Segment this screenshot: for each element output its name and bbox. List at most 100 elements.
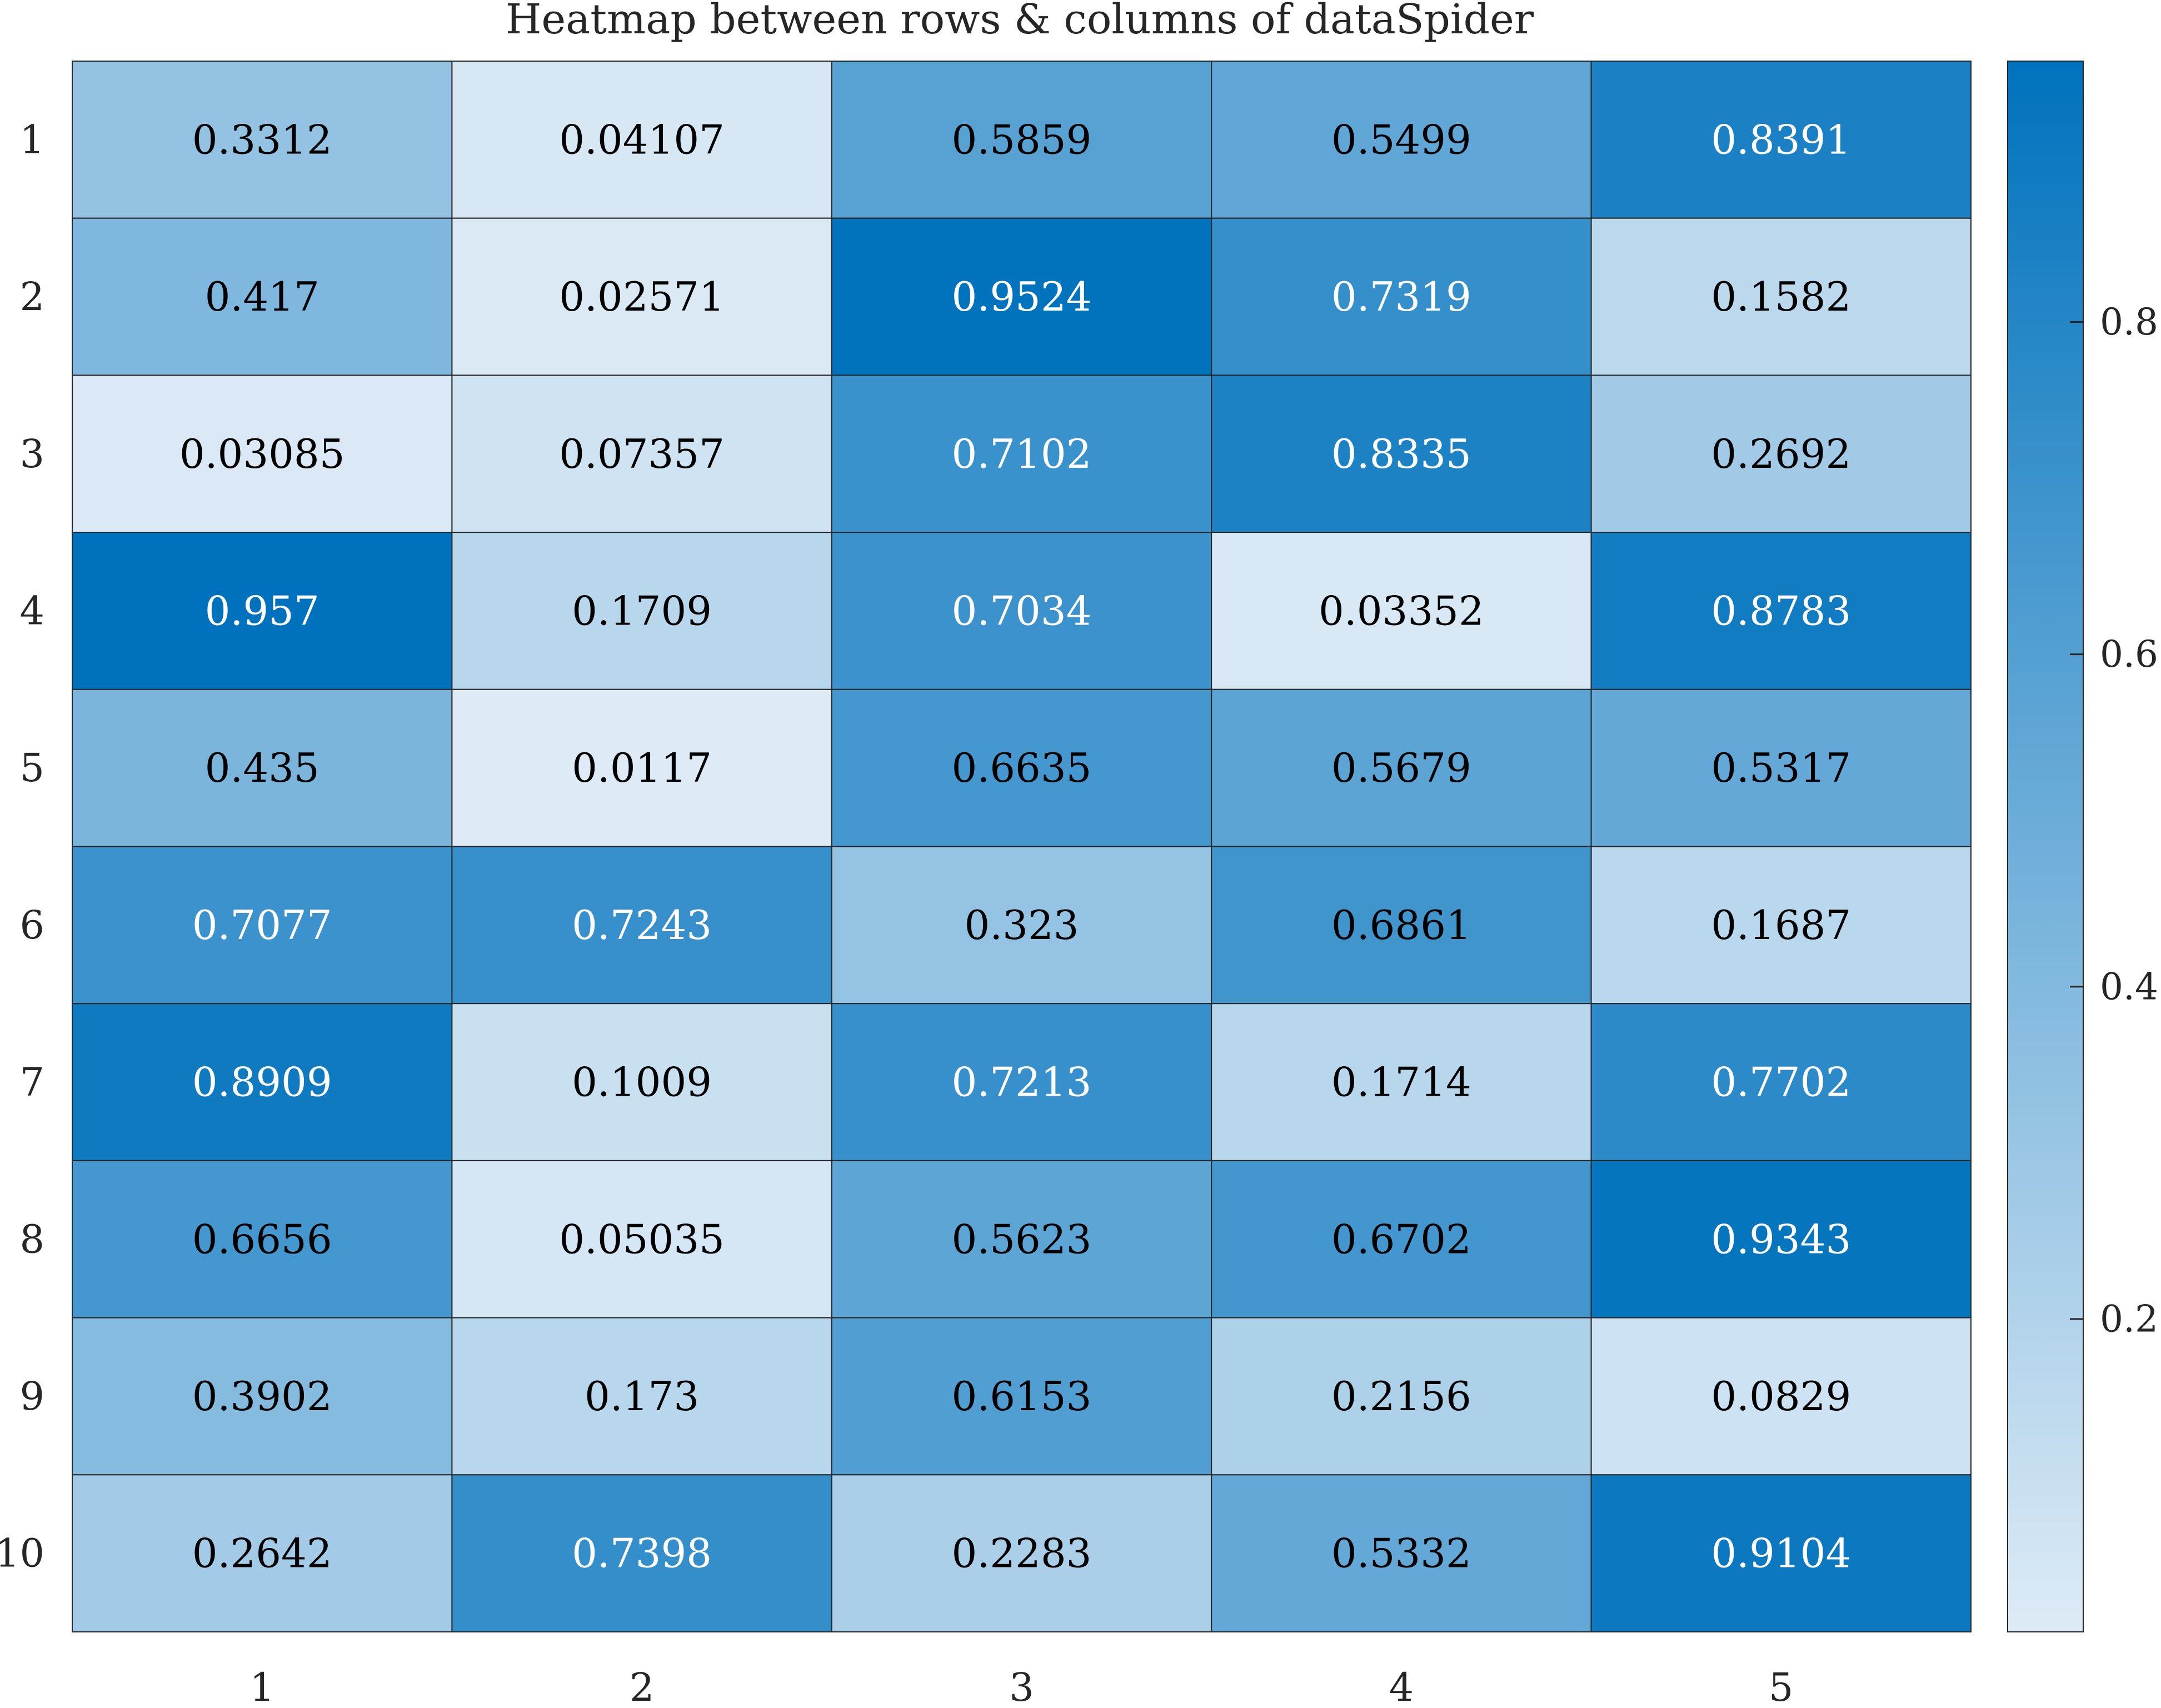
heatmap-cell: [451, 1474, 832, 1633]
cell-value-label: 0.8391: [1711, 116, 1851, 163]
heatmap-cell: [1211, 532, 1592, 690]
column-tick-label: 2: [630, 1665, 655, 1705]
heatmap-cell: [72, 61, 453, 219]
cell-value-label: 0.7034: [952, 587, 1092, 634]
colorbar: 0.2 0.4 0.6 0.8: [2007, 61, 2158, 1632]
heatmap-cells: 0.3312 0.04107 0.5859 0.5499 0.8391 0.417 0.02…: [72, 61, 1972, 1633]
cell-value-label: 0.5332: [1331, 1530, 1471, 1577]
row-tick-label: 7: [19, 1060, 44, 1105]
cell-value-label: 0.7243: [572, 902, 712, 948]
chart-title: Heatmap between rows & columns of dataSp…: [506, 0, 1534, 43]
heatmap-cell: [1211, 374, 1592, 533]
heatmap-cell: [72, 846, 453, 1005]
cell-value-label: 0.7077: [192, 902, 332, 948]
cell-value-label: 0.8783: [1711, 587, 1851, 634]
cell-value-label: 0.173: [585, 1373, 699, 1420]
colorbar-tick-label: 0.8: [2100, 301, 2158, 343]
heatmap-cell: [831, 1160, 1212, 1319]
heatmap-cell: [451, 61, 832, 219]
cell-value-label: 0.957: [205, 587, 320, 634]
row-tick-label: 1: [19, 117, 44, 162]
heatmap-cell: [72, 1003, 453, 1161]
heatmap-cell: [451, 1317, 832, 1476]
heatmap-cell: [1211, 846, 1592, 1005]
heatmap-cell: [831, 1317, 1212, 1476]
row-tick-label: 10: [0, 1531, 44, 1576]
heatmap-cell: [831, 532, 1212, 690]
colorbar-ticks: 0.2 0.4 0.6 0.8: [2070, 301, 2158, 1340]
cell-value-label: 0.5623: [952, 1216, 1092, 1262]
colorbar-gradient: [2007, 61, 2084, 1632]
cell-value-label: 0.2283: [952, 1530, 1092, 1577]
cell-value-label: 0.03352: [1319, 587, 1484, 634]
cell-value-label: 0.6702: [1331, 1216, 1471, 1262]
heatmap-cell: [1590, 1474, 1972, 1633]
cell-value-label: 0.7702: [1711, 1059, 1851, 1106]
cell-value-label: 0.0117: [572, 745, 712, 791]
cell-value-label: 0.07357: [559, 431, 725, 477]
heatmap-cell: [72, 1160, 453, 1319]
cell-value-label: 0.6635: [952, 745, 1092, 791]
column-tick-label: 3: [1009, 1665, 1034, 1705]
cell-value-label: 0.5499: [1331, 116, 1471, 163]
heatmap-cell: [831, 61, 1212, 219]
cell-value-label: 0.05035: [559, 1216, 725, 1262]
cell-value-label: 0.3312: [192, 116, 332, 163]
heatmap-cell: [1590, 1317, 1972, 1476]
cell-value-label: 0.1687: [1711, 902, 1851, 948]
cell-value-label: 0.7213: [952, 1059, 1092, 1106]
heatmap-cell: [72, 688, 453, 847]
cell-value-label: 0.2642: [192, 1530, 332, 1577]
row-tick-label: 3: [19, 431, 44, 477]
heatmap-cell: [451, 217, 832, 376]
heatmap-cell: [1590, 1003, 1972, 1161]
heatmap-cell: [1590, 374, 1972, 533]
cell-value-label: 0.8909: [192, 1059, 332, 1106]
cell-value-label: 0.1714: [1331, 1059, 1471, 1106]
heatmap-cell: [1211, 61, 1592, 219]
row-tick-label: 9: [19, 1374, 44, 1419]
row-tick-labels: 1 2 3 4 5 6 7 8 9 10: [0, 117, 44, 1576]
heatmap-cell: [1211, 1003, 1592, 1161]
heatmap-cell: [1590, 61, 1972, 219]
heatmap-cell: [831, 374, 1212, 533]
cell-value-label: 0.1009: [572, 1059, 712, 1106]
cell-value-label: 0.8335: [1331, 431, 1471, 477]
row-tick-label: 4: [19, 588, 44, 633]
heatmap-cell: [1590, 846, 1972, 1005]
cell-value-label: 0.5859: [952, 116, 1092, 163]
heatmap-cell: [451, 846, 832, 1005]
cell-value-label: 0.3902: [192, 1373, 332, 1420]
cell-value-label: 0.04107: [559, 116, 725, 163]
cell-value-label: 0.6656: [192, 1216, 332, 1262]
colorbar-tick-label: 0.6: [2100, 633, 2158, 676]
heatmap-cell: [1590, 1160, 1972, 1319]
cell-value-label: 0.5317: [1711, 745, 1851, 791]
heatmap-cell: [451, 688, 832, 847]
colorbar-tick-label: 0.2: [2100, 1297, 2158, 1340]
cell-value-label: 0.7398: [572, 1530, 712, 1577]
column-tick-label: 5: [1769, 1665, 1794, 1705]
cell-value-label: 0.7319: [1331, 273, 1471, 320]
heatmap-cell: [1590, 217, 1972, 376]
cell-value-label: 0.9104: [1711, 1530, 1851, 1577]
heatmap-cell: [72, 1474, 453, 1633]
heatmap-cell: [1211, 1474, 1592, 1633]
colorbar-tick-label: 0.4: [2100, 965, 2158, 1008]
cell-value-label: 0.9343: [1711, 1216, 1851, 1262]
cell-value-label: 0.02571: [559, 273, 725, 320]
row-tick-label: 8: [19, 1216, 44, 1262]
cell-value-label: 0.7102: [952, 431, 1092, 477]
cell-value-label: 0.1582: [1711, 273, 1851, 320]
cell-value-label: 0.435: [205, 745, 320, 791]
heatmap-cell: [831, 688, 1212, 847]
cell-value-label: 0.2156: [1331, 1373, 1471, 1420]
cell-value-label: 0.6153: [952, 1373, 1092, 1420]
heatmap-cell: [831, 846, 1212, 1005]
heatmap-cell: [1211, 1317, 1592, 1476]
column-tick-label: 4: [1389, 1665, 1414, 1705]
column-tick-label: 1: [249, 1665, 275, 1705]
heatmap-cell: [1590, 688, 1972, 847]
